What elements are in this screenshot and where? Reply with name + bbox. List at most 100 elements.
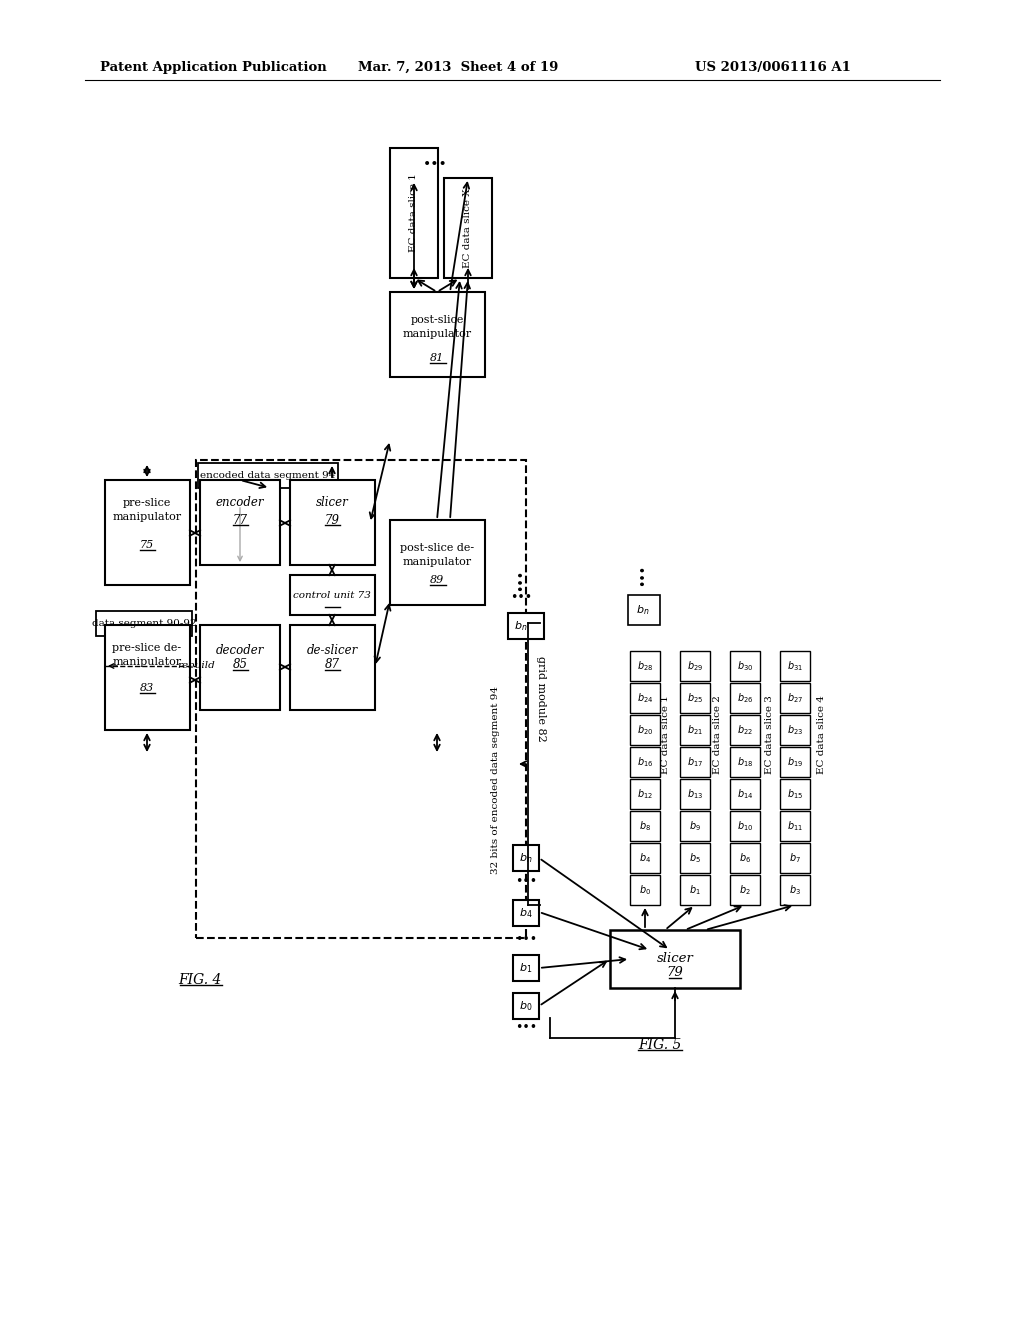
Text: $b_{6}$: $b_{6}$: [739, 851, 751, 865]
Text: decoder: decoder: [216, 644, 264, 656]
Bar: [780, 875, 810, 906]
Text: •••: •••: [510, 591, 532, 605]
Text: post-slice: post-slice: [411, 315, 464, 325]
Text: data segment 90-92: data segment 90-92: [92, 619, 197, 628]
Text: slicer: slicer: [656, 953, 693, 965]
Text: $b_{7}$: $b_{7}$: [790, 851, 801, 865]
Text: $b_{27}$: $b_{27}$: [786, 692, 803, 705]
Text: $b_1$: $b_1$: [519, 961, 532, 975]
Bar: [730, 875, 760, 906]
Text: de-slicer: de-slicer: [306, 644, 357, 656]
Text: EC data slice 1: EC data slice 1: [410, 173, 419, 252]
Text: •••: •••: [515, 933, 537, 946]
Text: $b_{1}$: $b_{1}$: [689, 883, 700, 896]
Bar: [200, 480, 280, 565]
Text: 32 bits of encoded data segment 94: 32 bits of encoded data segment 94: [490, 686, 500, 874]
Text: EC data slice 3: EC data slice 3: [765, 696, 773, 775]
Text: $b_{24}$: $b_{24}$: [637, 692, 653, 705]
Text: $b_{8}$: $b_{8}$: [639, 820, 651, 833]
Text: grid module 82: grid module 82: [536, 656, 546, 742]
Text: 85: 85: [232, 659, 248, 672]
Text: $b_n$: $b_n$: [636, 603, 649, 616]
Text: $b_{17}$: $b_{17}$: [687, 755, 703, 768]
Bar: [730, 747, 760, 777]
Bar: [680, 747, 710, 777]
Text: •••: •••: [423, 158, 447, 172]
Bar: [780, 715, 810, 744]
Text: 89: 89: [430, 576, 444, 585]
Bar: [780, 779, 810, 809]
Text: pre-slice: pre-slice: [123, 498, 171, 508]
Bar: [730, 651, 760, 681]
Text: $b_{0}$: $b_{0}$: [639, 883, 651, 896]
Text: $b_{15}$: $b_{15}$: [786, 787, 803, 801]
Text: $b_{22}$: $b_{22}$: [737, 723, 753, 737]
Text: $b_{12}$: $b_{12}$: [637, 787, 653, 801]
Text: $b_{11}$: $b_{11}$: [786, 820, 803, 833]
Bar: [630, 747, 660, 777]
Text: FIG. 4: FIG. 4: [178, 973, 221, 987]
Bar: [730, 779, 760, 809]
Text: $b_{20}$: $b_{20}$: [637, 723, 653, 737]
Bar: [680, 682, 710, 713]
Text: US 2013/0061116 A1: US 2013/0061116 A1: [695, 61, 851, 74]
Bar: [680, 715, 710, 744]
Text: encoded data segment 94: encoded data segment 94: [201, 470, 336, 479]
Bar: [513, 993, 539, 1019]
Bar: [513, 900, 539, 927]
Text: $b_{21}$: $b_{21}$: [687, 723, 703, 737]
Bar: [630, 779, 660, 809]
Bar: [680, 810, 710, 841]
Text: $b_n$: $b_n$: [519, 851, 532, 865]
Text: •••: •••: [515, 875, 537, 888]
Text: $b_{4}$: $b_{4}$: [639, 851, 651, 865]
Text: manipulator: manipulator: [113, 657, 181, 667]
Bar: [196, 459, 526, 939]
Text: EC data slice 2: EC data slice 2: [713, 696, 722, 775]
Text: post-slice de-: post-slice de-: [400, 543, 474, 553]
Bar: [105, 624, 190, 730]
Bar: [630, 682, 660, 713]
Bar: [630, 810, 660, 841]
Bar: [513, 845, 539, 871]
Text: 81: 81: [430, 352, 444, 363]
Text: $b_{31}$: $b_{31}$: [786, 659, 803, 673]
Text: control unit 73: control unit 73: [293, 590, 371, 599]
Text: manipulator: manipulator: [402, 557, 472, 568]
Text: Mar. 7, 2013  Sheet 4 of 19: Mar. 7, 2013 Sheet 4 of 19: [358, 61, 558, 74]
Text: $b_4$: $b_4$: [519, 906, 532, 920]
Bar: [628, 595, 660, 624]
Bar: [390, 148, 438, 279]
Bar: [198, 463, 338, 488]
Text: manipulator: manipulator: [113, 512, 181, 521]
Text: EC data slice 1: EC data slice 1: [660, 696, 670, 775]
Text: pre-slice de-: pre-slice de-: [113, 643, 181, 653]
Bar: [105, 480, 190, 585]
Bar: [200, 624, 280, 710]
Text: $b_{5}$: $b_{5}$: [689, 851, 701, 865]
Text: $b_{2}$: $b_{2}$: [739, 883, 751, 896]
Text: $b_{19}$: $b_{19}$: [786, 755, 803, 768]
Bar: [780, 747, 810, 777]
Text: $b_{30}$: $b_{30}$: [737, 659, 754, 673]
Text: $b_{3}$: $b_{3}$: [790, 883, 801, 896]
Bar: [680, 651, 710, 681]
Bar: [630, 651, 660, 681]
Text: $b_{9}$: $b_{9}$: [689, 820, 701, 833]
Text: $b_{10}$: $b_{10}$: [737, 820, 754, 833]
Bar: [96, 611, 193, 636]
Bar: [780, 682, 810, 713]
Text: $b_{23}$: $b_{23}$: [786, 723, 803, 737]
Bar: [730, 810, 760, 841]
Text: $b_{25}$: $b_{25}$: [687, 692, 703, 705]
Bar: [780, 651, 810, 681]
Text: $b_{28}$: $b_{28}$: [637, 659, 653, 673]
Text: 83: 83: [140, 682, 155, 693]
Text: 75: 75: [140, 540, 155, 550]
Text: $b_{14}$: $b_{14}$: [736, 787, 754, 801]
Bar: [680, 779, 710, 809]
Text: $b_n$: $b_n$: [514, 619, 527, 632]
Text: $b_{18}$: $b_{18}$: [737, 755, 754, 768]
Text: $b_{13}$: $b_{13}$: [687, 787, 703, 801]
Text: rebuild: rebuild: [177, 661, 215, 671]
